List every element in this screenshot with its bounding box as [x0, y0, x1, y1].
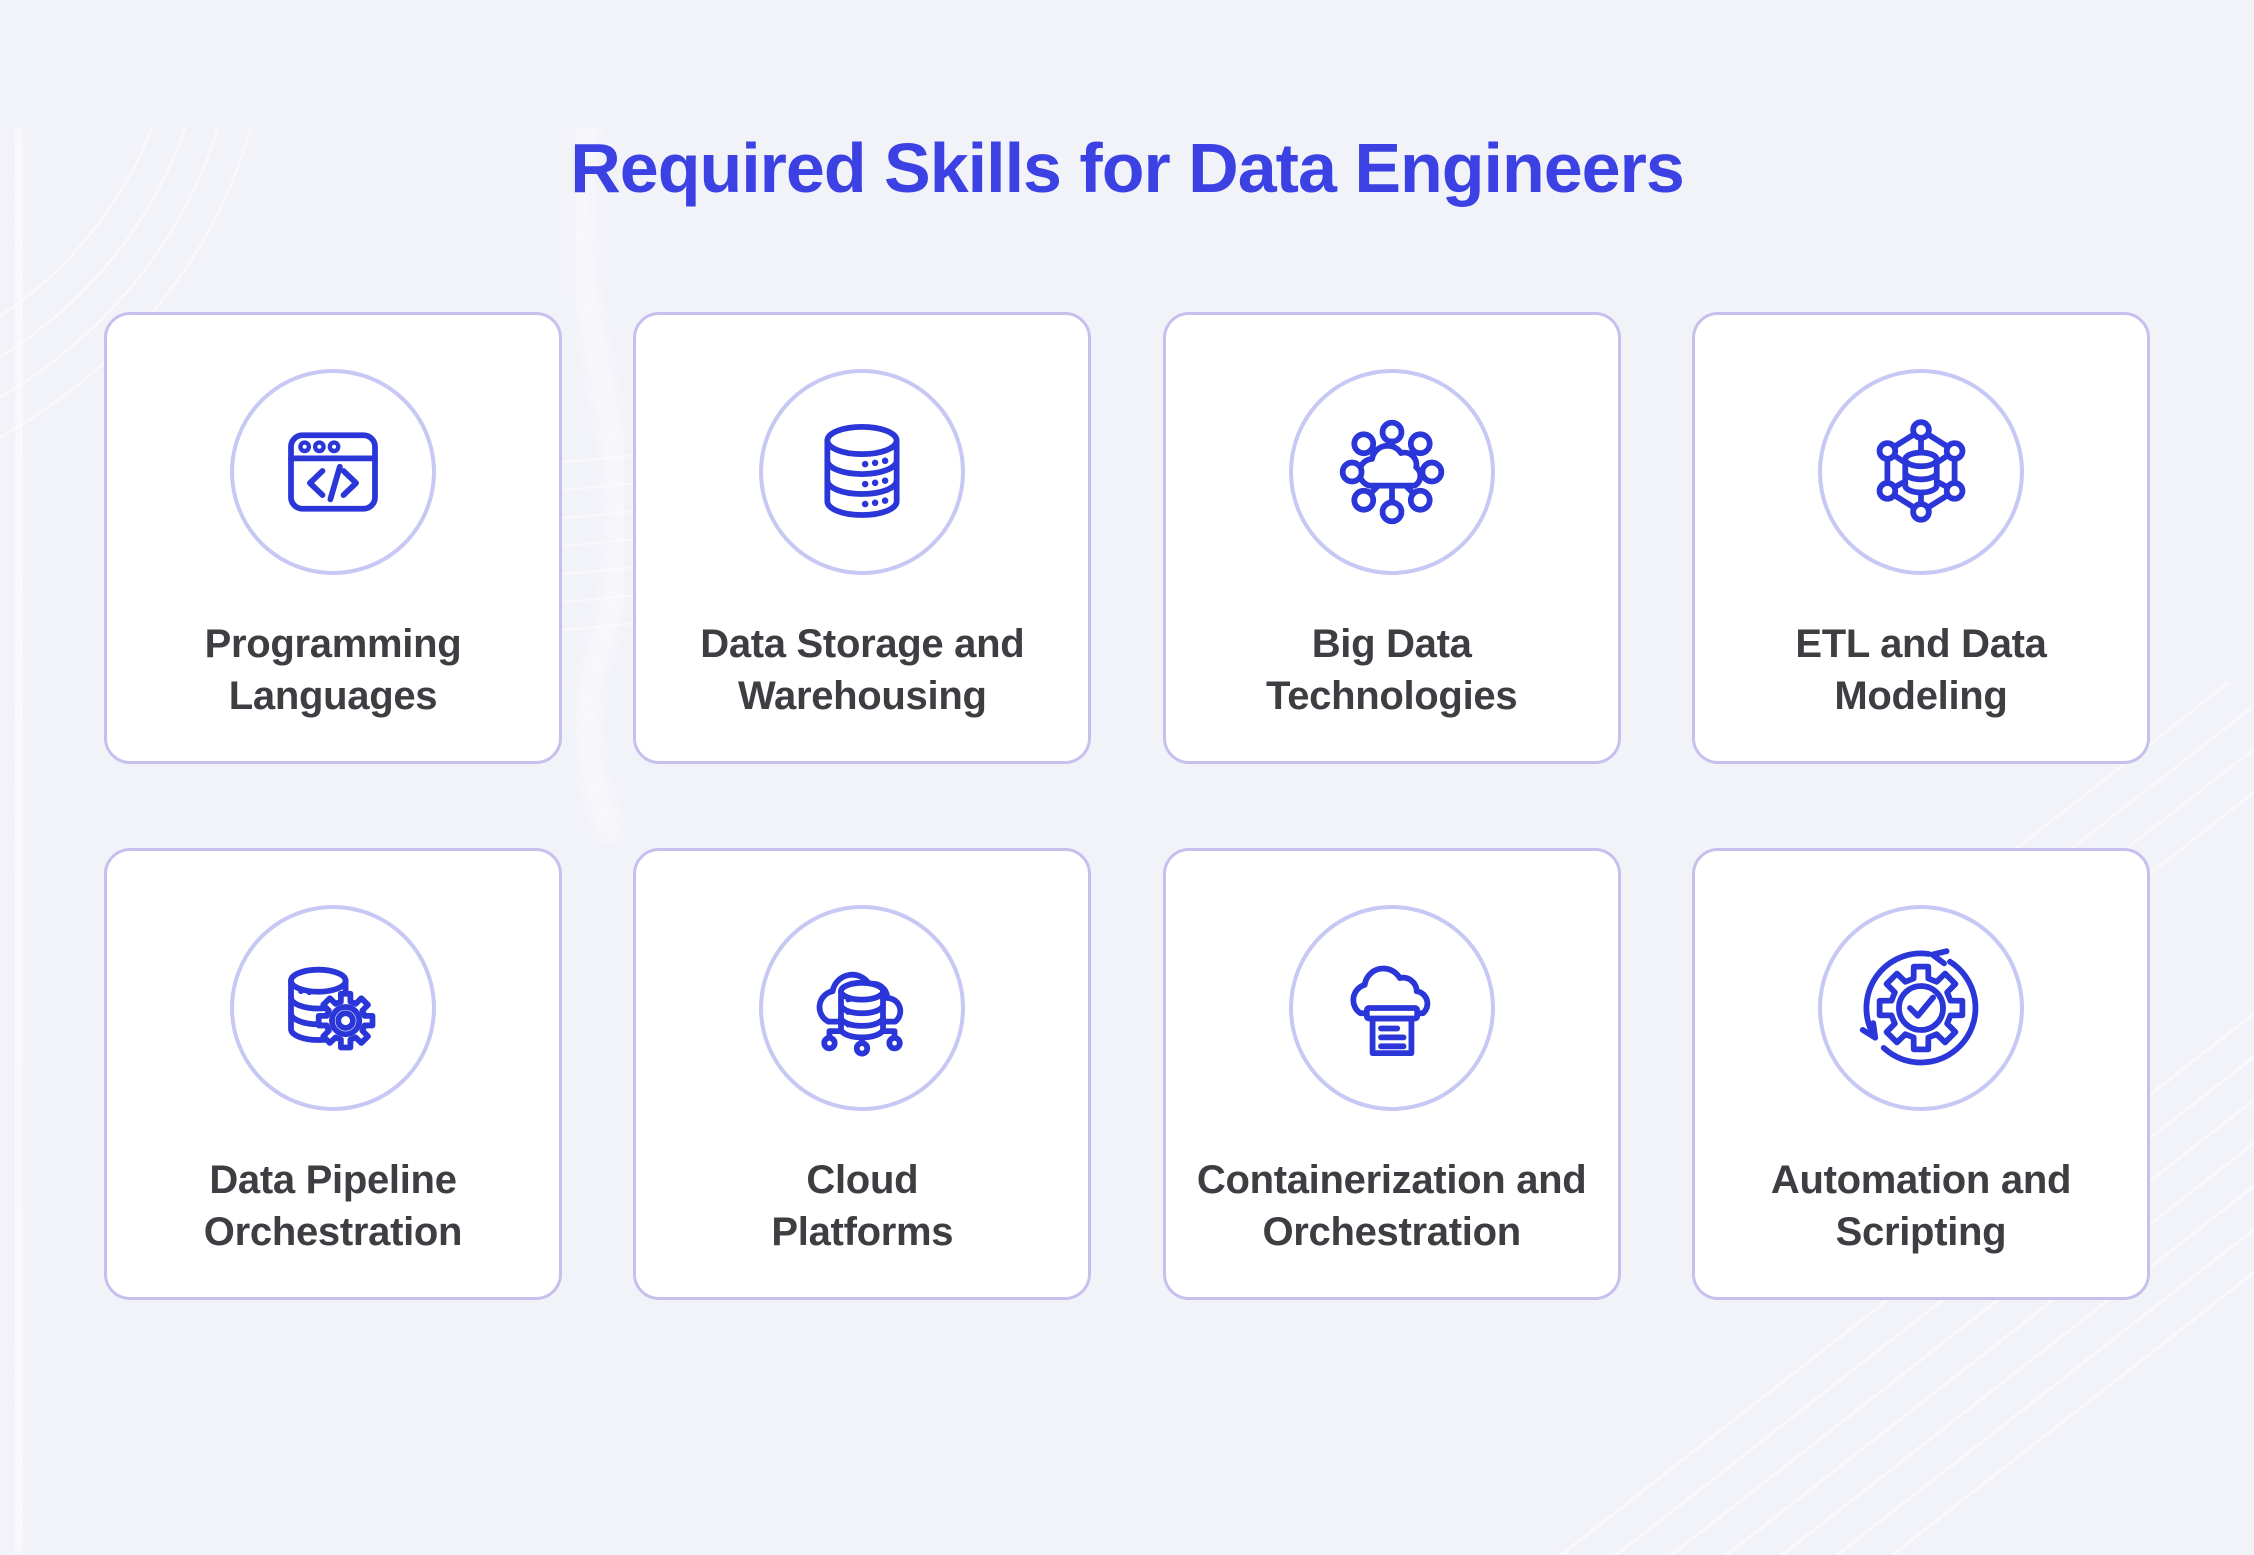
page-title: Required Skills for Data Engineers	[570, 129, 1685, 207]
skill-label: Programming Languages	[204, 622, 462, 718]
skill-card-cloud-platforms: Cloud Platforms	[633, 848, 1092, 1300]
icon-ring	[1288, 905, 1495, 1111]
gear-sync-check-icon	[1859, 948, 1979, 1066]
skill-label: ETL and Data Modeling	[1795, 622, 2047, 718]
icon-ring	[230, 369, 436, 575]
icon-ring	[230, 905, 436, 1111]
code-window-icon	[288, 432, 378, 512]
icon-ring	[1817, 369, 2024, 575]
icon-ring	[759, 369, 966, 575]
skills-grid: Programming Languages Data Storage and	[104, 312, 2150, 1300]
cube-data-network-icon	[1876, 419, 1966, 523]
icon-ring	[1288, 369, 1495, 575]
skill-card-big-data: Big Data Technologies	[1162, 312, 1621, 764]
skill-card-data-storage: Data Storage and Warehousing	[633, 312, 1092, 764]
skill-card-etl-modeling: ETL and Data Modeling	[1691, 312, 2150, 764]
skill-label: Automation and Scripting	[1770, 1158, 2072, 1254]
skill-card-containerization: Containerization and Orchestration	[1162, 848, 1621, 1300]
skill-label: Containerization and Orchestration	[1196, 1158, 1587, 1254]
skill-label: Data Storage and Warehousing	[700, 622, 1025, 718]
icon-ring	[759, 905, 966, 1111]
cloud-database-icon	[817, 971, 904, 1057]
skill-card-pipeline-orchestration: Data Pipeline Orchestration	[104, 848, 562, 1300]
cloud-container-icon	[1350, 965, 1430, 1057]
skill-label: Data Pipeline Orchestration	[203, 1158, 463, 1254]
skill-label: Big Data Technologies	[1266, 622, 1518, 718]
database-gear-icon	[288, 966, 376, 1051]
infographic: Required Skills for Data Engineers Progr…	[0, 128, 2254, 1300]
database-stack-icon	[824, 423, 900, 518]
cloud-network-hub-icon	[1339, 419, 1444, 525]
icon-ring	[1817, 905, 2024, 1111]
skill-label: Cloud Platforms	[771, 1158, 954, 1254]
skill-card-programming-languages: Programming Languages	[104, 312, 562, 764]
skill-card-automation-scripting: Automation and Scripting	[1691, 848, 2150, 1300]
